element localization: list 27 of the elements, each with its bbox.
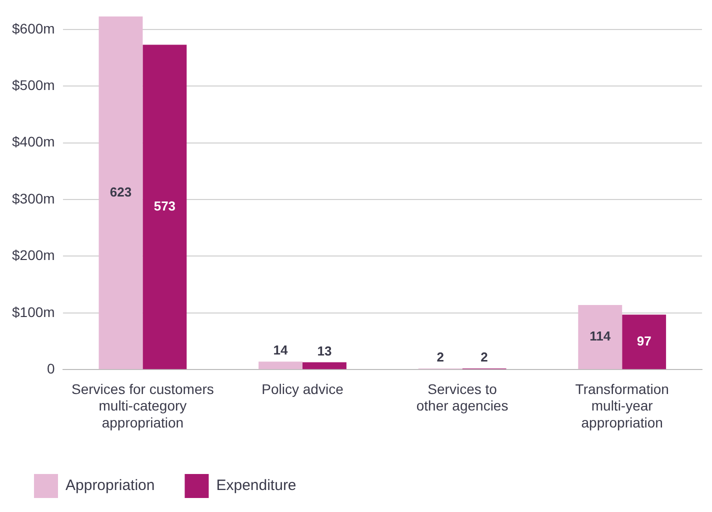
data-label: 2 <box>480 350 488 365</box>
y-tick-label: $600m <box>12 20 55 36</box>
bar <box>142 44 187 370</box>
x-tick-label: Policy advice <box>262 380 344 397</box>
x-tick-label: Transformation multi-year appropriation <box>575 380 669 430</box>
data-label: 14 <box>273 342 289 358</box>
data-label: 114 <box>590 328 612 344</box>
data-label: 97 <box>636 333 652 348</box>
bar <box>622 314 666 370</box>
data-label: 13 <box>317 343 332 358</box>
y-tick-label: 0 <box>47 360 56 376</box>
bar <box>258 362 303 370</box>
y-tick-label: $200m <box>12 247 55 264</box>
legend-label: Expenditure <box>216 477 296 494</box>
data-label: 573 <box>154 198 176 214</box>
data-label: 2 <box>436 350 444 365</box>
x-tick-label: Services for customers multi-category appropriation <box>72 380 214 430</box>
bar <box>302 362 346 370</box>
y-tick-label: $500m <box>12 76 55 93</box>
bar <box>98 16 143 370</box>
legend-label: Appropriation <box>66 477 155 494</box>
y-tick-label: $100m <box>12 304 55 320</box>
y-tick-label: $300m <box>12 190 55 206</box>
bar <box>578 304 622 370</box>
y-tick-label: $400m <box>12 134 55 150</box>
data-label: 623 <box>110 184 132 200</box>
x-tick-label: Services to other agencies <box>416 380 508 414</box>
